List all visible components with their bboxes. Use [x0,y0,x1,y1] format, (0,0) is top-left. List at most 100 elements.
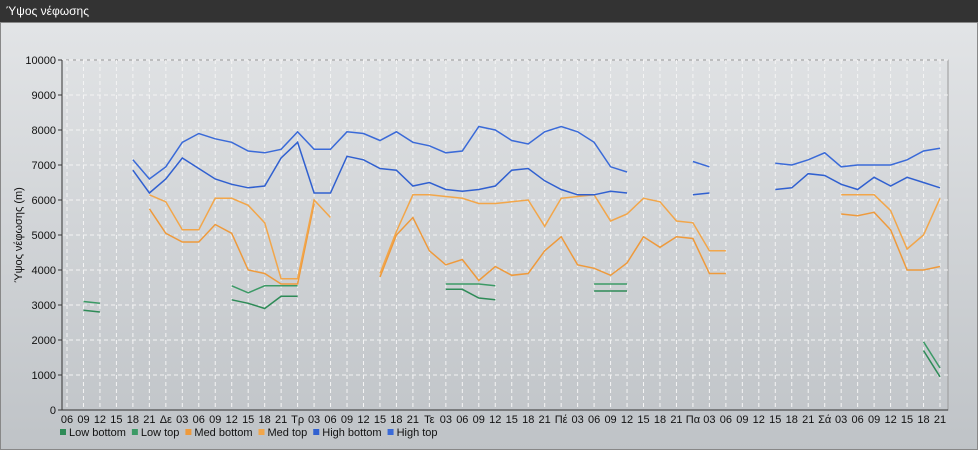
legend-swatch [185,429,192,435]
x-tick-label: 06 [193,414,205,426]
x-tick-label: 21 [143,414,155,426]
window-title: Ύψος νέφωσης [6,4,89,18]
x-tick-label: 18 [390,414,402,426]
x-tick-label: 06 [61,414,73,426]
y-tick-label: 8000 [32,125,56,137]
series-line [445,283,496,287]
series-line [231,295,298,310]
series-line [922,341,941,369]
x-tick-label: 15 [901,414,913,426]
x-tick-label: 06 [324,414,336,426]
x-tick-label: 09 [604,414,616,426]
legend-label: High bottom [322,427,381,439]
legend-label: Med bottom [194,427,252,439]
x-tick-label: 03 [176,414,188,426]
y-tick-label: 3000 [32,300,56,312]
x-tick-label: 09 [868,414,880,426]
x-tick-label: Τρ [291,414,304,426]
legend-swatch [387,429,394,435]
legend-swatch [258,429,265,435]
x-tick-label: 06 [456,414,468,426]
x-tick-label: Σά [818,414,832,426]
series-line [83,300,100,305]
legend-swatch [313,429,320,435]
x-tick-label: 21 [407,414,419,426]
x-tick-label: 12 [621,414,633,426]
x-tick-label: 15 [110,414,122,426]
x-tick-label: 15 [769,414,781,426]
x-tick-label: 15 [242,414,254,426]
y-axis-label: Ύψος νέφωσης (m) [13,187,25,283]
x-tick-label: 03 [308,414,320,426]
x-tick-label: 03 [571,414,583,426]
x-tick-label: 21 [802,414,814,426]
x-tick-label: 12 [489,414,501,426]
legend-label: Med top [268,427,308,439]
x-tick-label: 03 [835,414,847,426]
series-line [445,288,496,301]
x-tick-label: 12 [884,414,896,426]
series-line [692,192,710,196]
y-tick-label: 9000 [32,90,56,102]
x-tick-label: 21 [934,414,946,426]
x-tick-label: 15 [374,414,386,426]
x-tick-label: 09 [736,414,748,426]
x-tick-label: 09 [473,414,485,426]
x-tick-label: 18 [917,414,929,426]
y-tick-label: 5000 [32,230,56,242]
series-line [149,194,332,280]
series-line [132,125,628,181]
x-tick-label: 18 [522,414,534,426]
y-tick-label: 2000 [32,335,56,347]
x-tick-label: 12 [753,414,765,426]
x-tick-label: 09 [77,414,89,426]
y-tick-label: 4000 [32,265,56,277]
series-line [148,203,315,285]
series-line [132,140,628,196]
x-tick-label: 15 [506,414,518,426]
legend-label: Low bottom [69,427,126,439]
x-tick-label: 09 [341,414,353,426]
x-tick-label: 03 [440,414,452,426]
y-tick-label: 7000 [32,160,56,172]
legend-swatch [131,429,138,435]
legend-label: Low top [141,427,180,439]
legend-swatch [60,429,66,435]
series-line [379,216,726,282]
x-tick-label: 18 [786,414,798,426]
x-tick-label: 12 [94,414,106,426]
x-tick-label: 18 [654,414,666,426]
x-tick-label: 18 [259,414,271,426]
x-tick-label: 18 [127,414,139,426]
series-line [841,194,941,251]
x-tick-label: 21 [670,414,682,426]
x-tick-label: 15 [637,414,649,426]
x-tick-label: Τε [424,414,435,426]
series-line [692,160,710,168]
y-tick-label: 10000 [25,55,56,67]
x-tick-label: 12 [226,414,238,426]
x-tick-label: 12 [357,414,369,426]
y-tick-label: 6000 [32,195,56,207]
x-tick-label: 03 [703,414,715,426]
x-tick-label: 21 [275,414,287,426]
y-tick-label: 0 [50,405,56,417]
series-line [231,285,298,294]
x-tick-label: 06 [588,414,600,426]
x-tick-label: 06 [720,414,732,426]
series-line [841,211,941,271]
x-tick-label: Πέ [555,414,568,426]
series-line [379,194,726,274]
series-line [775,172,941,191]
x-tick-label: Πα [686,414,701,426]
title-bar [0,0,978,22]
x-tick-label: 09 [209,414,221,426]
x-tick-label: 21 [539,414,551,426]
legend-label: High top [397,427,438,439]
series-line [83,309,100,313]
series-line [775,147,941,168]
x-tick-label: Δε [160,414,172,426]
x-tick-label: 06 [852,414,864,426]
